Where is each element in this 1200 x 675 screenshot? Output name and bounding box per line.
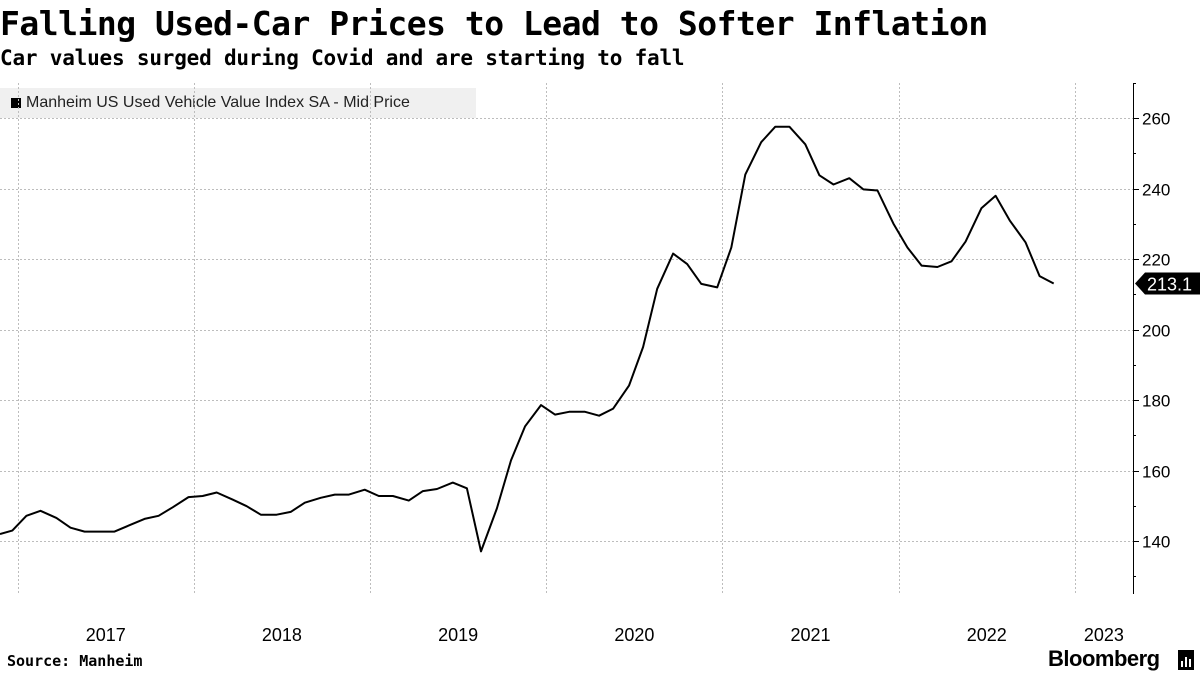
- chart-subtitle: Car values surged during Covid and are s…: [0, 46, 685, 70]
- legend: Manheim US Used Vehicle Value Index SA -…: [0, 88, 476, 118]
- last-value-marker: [1135, 272, 1200, 295]
- x-tick-label-2017: 2017: [86, 625, 126, 645]
- y-tick-label-220: 220: [1142, 251, 1170, 270]
- x-tick-label-2018: 2018: [262, 625, 302, 645]
- x-tick-label-2021: 2021: [791, 625, 831, 645]
- x-tick-label-2022: 2022: [967, 625, 1007, 645]
- last-value-label: 213.1: [1147, 275, 1192, 295]
- y-tick-label-240: 240: [1142, 181, 1170, 200]
- y-tick-label-200: 200: [1142, 322, 1170, 341]
- x-tick-label-2020: 2020: [614, 625, 654, 645]
- y-tick-label-260: 260: [1142, 110, 1170, 129]
- y-tick-label-180: 180: [1142, 392, 1170, 411]
- x-tick-label-2019: 2019: [438, 625, 478, 645]
- legend-label: Manheim US Used Vehicle Value Index SA -…: [26, 94, 410, 111]
- series-line-0: [0, 125, 1055, 553]
- legend-swatch: [11, 98, 21, 108]
- bloomberg-terminal-icon: [1178, 650, 1194, 670]
- chart-title: Falling Used-Car Prices to Lead to Softe…: [0, 4, 988, 43]
- y-tick-label-140: 140: [1142, 533, 1170, 552]
- x-tick-label-2023: 2023: [1084, 625, 1124, 645]
- y-tick-label-160: 160: [1142, 463, 1170, 482]
- brand-logo: Bloomberg: [1048, 646, 1160, 671]
- source-note: Source: Manheim: [7, 652, 143, 670]
